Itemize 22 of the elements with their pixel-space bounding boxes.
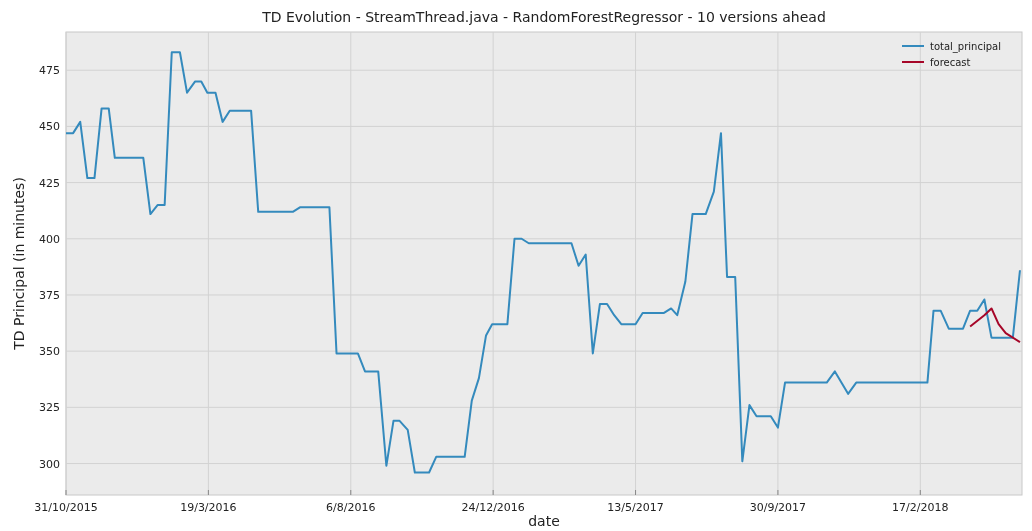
chart-title: TD Evolution - StreamThread.java - RandomForestRegressor - 10 versions ahead bbox=[261, 9, 826, 25]
x-tick-label: 24/12/2016 bbox=[461, 501, 525, 514]
y-tick-label: 300 bbox=[39, 457, 60, 471]
x-tick-label: 6/8/2016 bbox=[326, 501, 376, 514]
x-tick-label: 13/5/2017 bbox=[607, 501, 664, 514]
y-tick-label: 375 bbox=[39, 288, 60, 302]
y-tick-label: 450 bbox=[39, 120, 60, 134]
y-axis-title: TD Principal (in minutes) bbox=[11, 177, 27, 351]
line-series bbox=[65, 51, 1021, 474]
x-tick-label: 17/2/2018 bbox=[892, 501, 949, 514]
y-tick-label: 350 bbox=[39, 345, 60, 359]
x-tick-label: 30/9/2017 bbox=[749, 501, 807, 514]
x-tick-label: 19/3/2016 bbox=[180, 501, 237, 514]
legend-label: total_principal bbox=[930, 41, 1001, 53]
line-series bbox=[969, 307, 1021, 344]
y-tick-label: 400 bbox=[39, 232, 60, 246]
legend-label: forecast bbox=[930, 57, 971, 68]
y-tick-label: 325 bbox=[39, 401, 60, 415]
x-tick-label: 31/10/2015 bbox=[34, 501, 98, 514]
x-axis-title: date bbox=[528, 513, 560, 529]
y-tick-label: 475 bbox=[39, 64, 60, 78]
y-tick-label: 425 bbox=[39, 176, 60, 190]
